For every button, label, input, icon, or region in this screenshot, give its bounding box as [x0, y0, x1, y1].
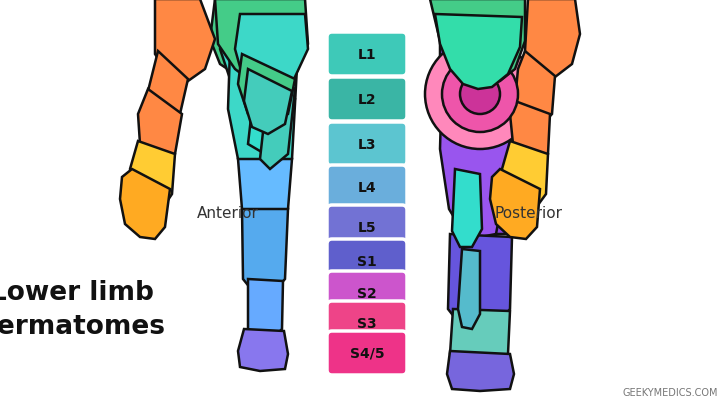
Polygon shape — [515, 52, 555, 130]
Circle shape — [442, 57, 518, 133]
Polygon shape — [148, 52, 188, 128]
Polygon shape — [155, 0, 215, 82]
FancyBboxPatch shape — [327, 78, 407, 122]
Polygon shape — [458, 249, 480, 329]
Polygon shape — [244, 70, 292, 135]
Text: Lower limb
dermatomes: Lower limb dermatomes — [0, 279, 165, 339]
Text: S1: S1 — [357, 254, 377, 268]
Text: L2: L2 — [357, 93, 376, 107]
Polygon shape — [242, 209, 288, 294]
Circle shape — [425, 40, 535, 150]
Polygon shape — [452, 170, 482, 247]
Polygon shape — [440, 80, 515, 237]
Text: S3: S3 — [357, 316, 377, 330]
Polygon shape — [440, 35, 518, 182]
Text: L3: L3 — [357, 138, 376, 152]
Polygon shape — [490, 170, 540, 239]
FancyBboxPatch shape — [327, 301, 407, 345]
Polygon shape — [450, 309, 510, 371]
Polygon shape — [220, 0, 305, 92]
Polygon shape — [238, 55, 295, 125]
Polygon shape — [215, 0, 308, 90]
Polygon shape — [502, 142, 548, 211]
Polygon shape — [430, 0, 520, 60]
Polygon shape — [448, 234, 512, 329]
Polygon shape — [525, 0, 580, 78]
FancyBboxPatch shape — [327, 205, 407, 249]
FancyBboxPatch shape — [327, 239, 407, 283]
Text: S4/5: S4/5 — [349, 346, 384, 360]
Polygon shape — [210, 0, 300, 85]
FancyBboxPatch shape — [327, 33, 407, 77]
Polygon shape — [238, 160, 292, 225]
Polygon shape — [435, 15, 522, 90]
Polygon shape — [430, 0, 525, 85]
FancyBboxPatch shape — [327, 123, 407, 166]
Polygon shape — [248, 279, 283, 341]
Polygon shape — [228, 50, 298, 189]
Text: L4: L4 — [357, 180, 376, 195]
FancyBboxPatch shape — [327, 271, 407, 315]
Text: S2: S2 — [357, 286, 377, 300]
Polygon shape — [138, 90, 182, 170]
Polygon shape — [248, 80, 295, 155]
Text: L5: L5 — [357, 220, 376, 234]
Polygon shape — [235, 15, 308, 95]
Circle shape — [460, 75, 500, 115]
Text: GEEKYMEDICS.COM: GEEKYMEDICS.COM — [622, 387, 718, 397]
Polygon shape — [447, 351, 514, 391]
Text: Posterior: Posterior — [494, 206, 562, 221]
Polygon shape — [496, 100, 522, 234]
FancyBboxPatch shape — [327, 166, 407, 209]
Polygon shape — [305, 0, 430, 409]
Polygon shape — [260, 70, 295, 170]
Polygon shape — [120, 170, 170, 239]
Polygon shape — [238, 329, 288, 371]
Polygon shape — [510, 102, 550, 170]
FancyBboxPatch shape — [327, 331, 407, 375]
Polygon shape — [130, 142, 175, 211]
Text: Anterior: Anterior — [197, 206, 259, 221]
Text: L1: L1 — [357, 48, 376, 62]
